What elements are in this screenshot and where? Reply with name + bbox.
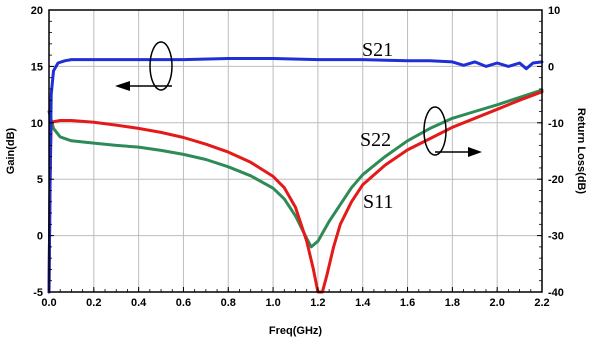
y-right-tick-label: -10 [548, 118, 564, 130]
y-left-tick-label: 10 [31, 118, 43, 130]
y-right-tick-label: 10 [548, 5, 560, 17]
left-marker-arrow-head [115, 81, 130, 91]
y-axis-right-label: Return Loss(dB) [575, 108, 587, 195]
right-marker-arrow-head [468, 147, 482, 157]
left-marker-ellipse [149, 41, 173, 91]
series-line-s11 [47, 90, 544, 294]
x-tick-label: 1.8 [445, 297, 460, 309]
x-tick-label: 0.0 [41, 297, 56, 309]
x-tick-label: 1.6 [400, 297, 415, 309]
x-tick-label: 0.2 [86, 297, 101, 309]
y-axis-left-label: Gain(dB) [5, 127, 17, 174]
ticks-layer: 0.0 0.2 0.4 0.6 0.8 1.0 1.2 1.4 1.6 1.8 2.0 2.2 -5 0 5… [31, 5, 564, 309]
y-right-tick-label: -20 [548, 174, 564, 186]
right-axis-marker [423, 106, 482, 157]
left-axis-marker [115, 41, 173, 91]
x-tick-label: 1.0 [265, 297, 280, 309]
y-left-tick-label: 5 [37, 174, 43, 186]
y-right-tick-label: -40 [548, 287, 564, 299]
y-left-tick-label: 0 [37, 231, 43, 243]
y-left-tick-label: -5 [33, 287, 43, 299]
y-right-tick-label: 0 [548, 61, 554, 73]
x-tick-label: 0.8 [221, 297, 236, 309]
y-left-tick-label: 20 [31, 5, 43, 17]
x-tick-label: 1.2 [310, 297, 325, 309]
x-axis-label: Freq(GHz) [269, 325, 323, 337]
series-line-s22 [47, 88, 544, 249]
annotation-s21: S21 [362, 39, 393, 61]
y-right-tick-label: -30 [548, 231, 564, 243]
x-tick-label: 0.6 [176, 297, 191, 309]
x-tick-label: 2.2 [534, 297, 549, 309]
annotation-s22: S22 [360, 129, 391, 151]
x-tick-label: 2.0 [490, 297, 505, 309]
series-layer [47, 57, 544, 294]
series-line-s21 [47, 57, 544, 294]
x-tick-label: 1.4 [355, 297, 371, 309]
y-left-tick-label: 15 [31, 61, 43, 73]
annotation-s11: S11 [363, 191, 393, 213]
x-tick-label: 0.4 [131, 297, 147, 309]
right-marker-ellipse [423, 106, 447, 156]
